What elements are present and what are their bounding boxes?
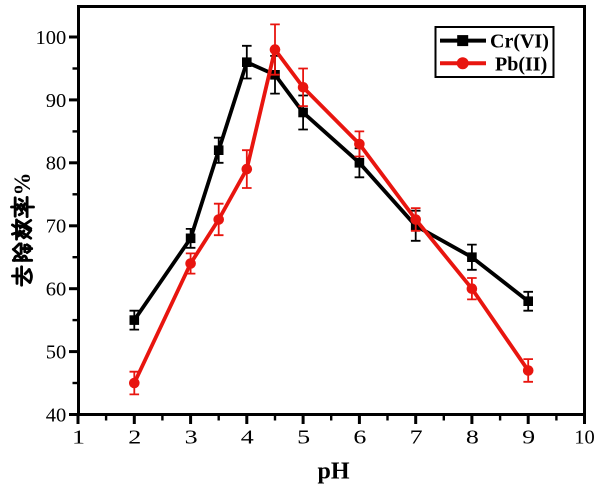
svg-text:40: 40 xyxy=(46,404,67,426)
svg-text:10: 10 xyxy=(574,427,595,449)
svg-text:80: 80 xyxy=(46,153,67,175)
svg-text:6: 6 xyxy=(353,427,366,449)
svg-text:5: 5 xyxy=(297,427,310,449)
svg-text:60: 60 xyxy=(46,279,67,301)
svg-text:7: 7 xyxy=(410,427,423,449)
svg-text:pH: pH xyxy=(317,459,349,485)
svg-text:Cr(VI): Cr(VI) xyxy=(490,31,549,53)
svg-text:9: 9 xyxy=(522,427,535,449)
svg-text:90: 90 xyxy=(46,90,67,112)
svg-text:3: 3 xyxy=(185,427,198,449)
svg-text:50: 50 xyxy=(46,342,67,364)
svg-text:Pb(II): Pb(II) xyxy=(495,54,547,76)
svg-text:1: 1 xyxy=(72,427,85,449)
svg-text:70: 70 xyxy=(46,216,67,238)
svg-text:8: 8 xyxy=(466,427,479,449)
svg-text:2: 2 xyxy=(128,427,141,449)
svg-text:%: % xyxy=(10,173,35,196)
svg-text:100: 100 xyxy=(36,27,67,49)
svg-text:4: 4 xyxy=(241,427,254,449)
